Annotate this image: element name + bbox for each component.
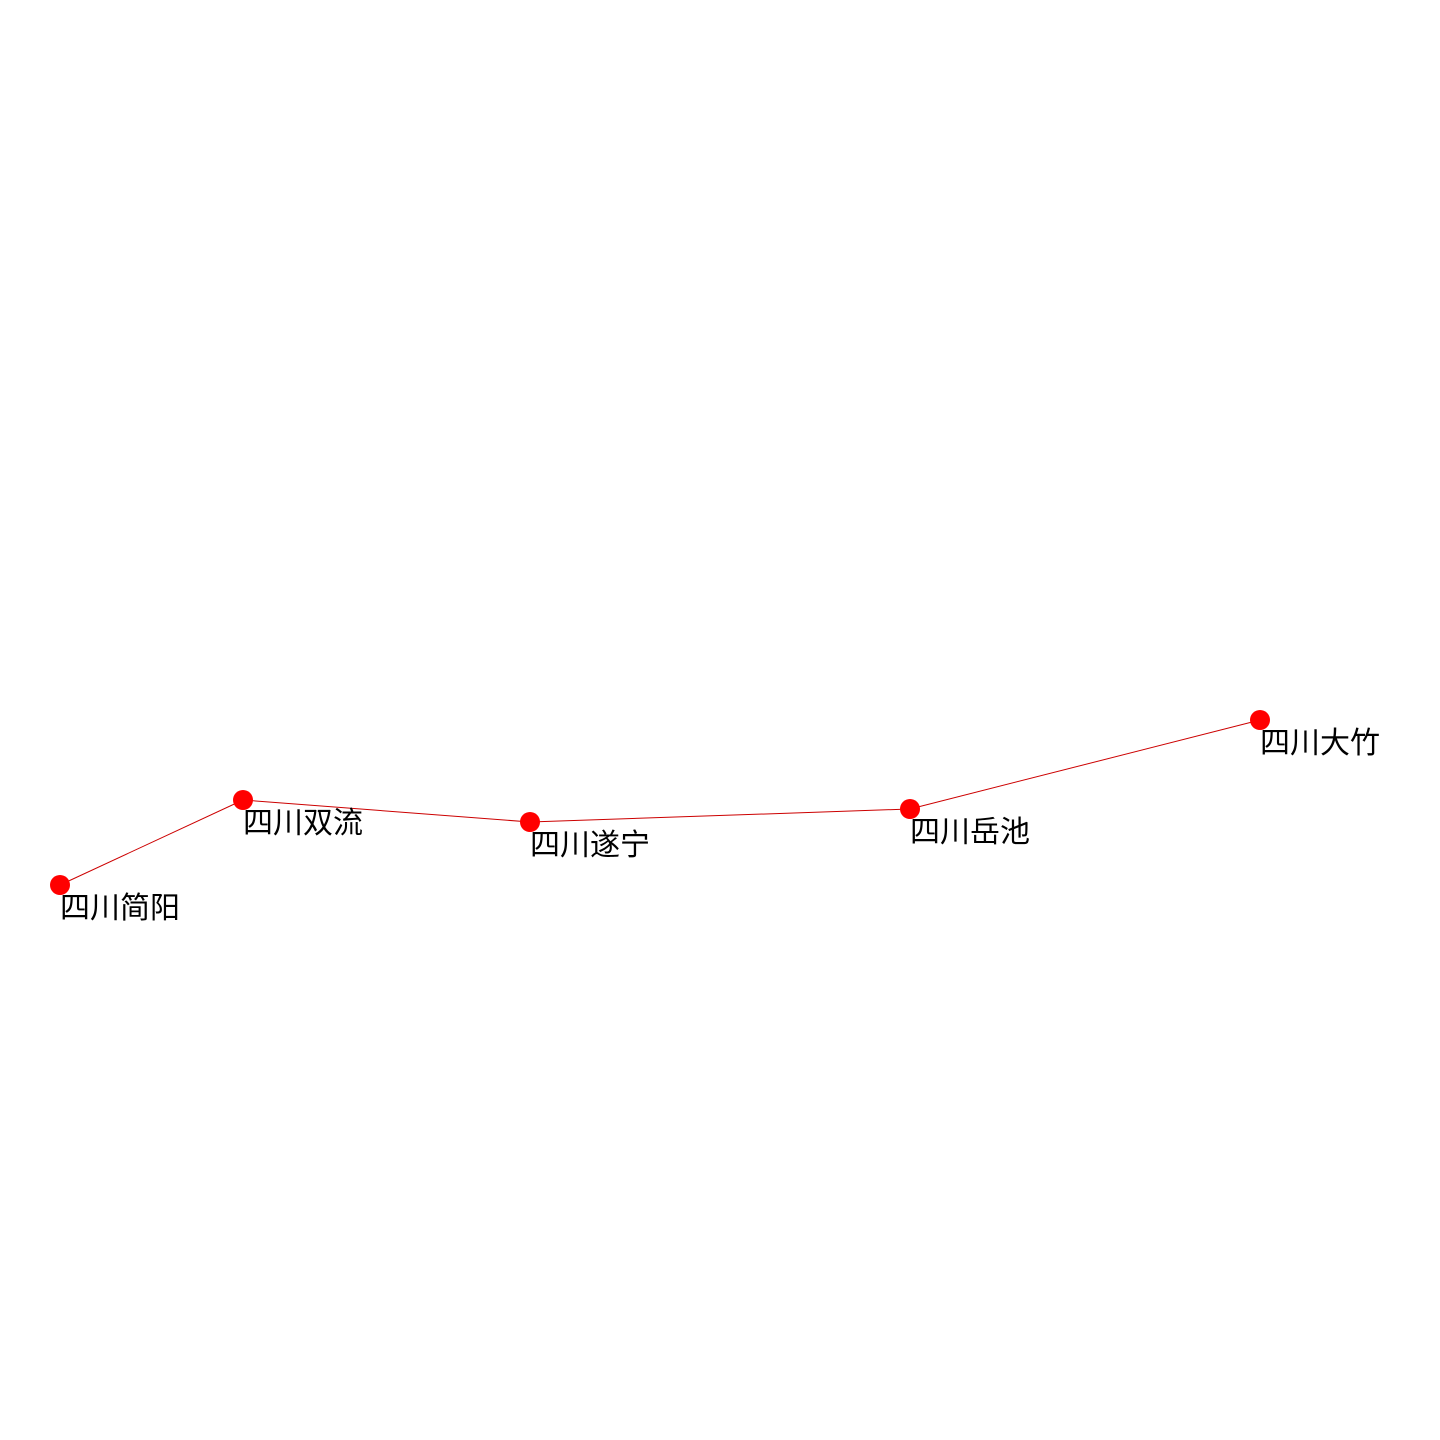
node-shuangliu [233, 790, 253, 810]
node-yuechi [900, 799, 920, 819]
node-jianyang [50, 875, 70, 895]
node-label-yuechi: 四川岳池 [910, 815, 1030, 850]
edges-layer [59, 719, 1261, 886]
node-label-jianyang: 四川简阳 [60, 891, 180, 926]
node-label-dazhu: 四川大竹 [1260, 726, 1380, 761]
edge-yuechi-dazhu [909, 719, 1261, 810]
edge-shuangliu-suining [242, 799, 531, 823]
node-label-suining: 四川遂宁 [530, 828, 650, 863]
node-suining [520, 812, 540, 832]
nodes-layer [50, 710, 1270, 895]
edge-suining-yuechi [529, 808, 911, 823]
edge-jianyang-shuangliu [59, 799, 244, 886]
node-dazhu [1250, 710, 1270, 730]
node-label-shuangliu: 四川双流 [243, 806, 363, 841]
